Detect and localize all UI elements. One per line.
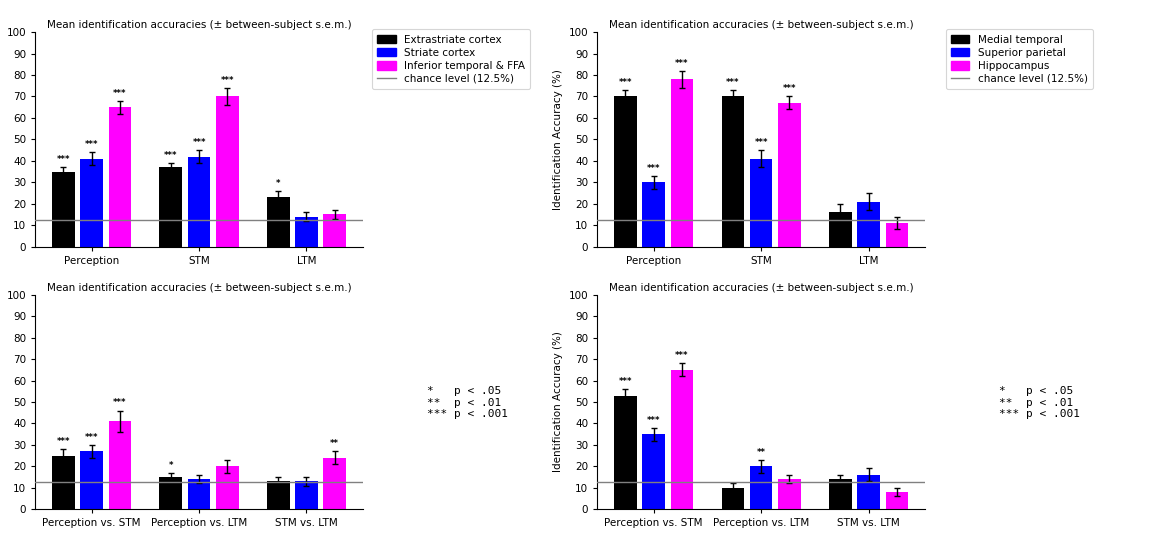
Bar [109,107,131,247]
Bar [857,475,879,509]
Text: ***: *** [85,140,98,149]
Bar [749,466,773,509]
Bar [885,492,909,509]
Text: ***: *** [676,58,689,68]
Text: ***: *** [85,433,98,442]
Text: ***: *** [114,398,126,407]
Text: ***: *** [648,415,660,425]
Bar [857,202,879,247]
Bar [323,458,347,509]
Bar [323,214,347,247]
Text: *: * [276,178,281,188]
Bar [52,456,75,509]
Bar [749,159,773,247]
Bar [52,172,75,247]
Text: ***: *** [618,78,632,87]
Bar [643,182,665,247]
Text: ***: *** [114,88,126,98]
Y-axis label: Identification Accuracy (%): Identification Accuracy (%) [553,332,563,472]
Bar [614,96,637,247]
Text: ***: *** [676,351,689,360]
Bar [215,96,239,247]
Bar [295,481,317,509]
Bar [885,223,909,247]
Bar [829,479,851,509]
Y-axis label: Identification Accuracy (%): Identification Accuracy (%) [553,69,563,210]
Bar [215,466,239,509]
Text: ***: *** [164,151,178,160]
Bar [109,421,131,509]
Bar [267,197,289,247]
Text: ***: *** [618,377,632,386]
Title: Mean identification accuracies (± between-subject s.e.m.): Mean identification accuracies (± betwee… [47,20,351,30]
Bar [159,167,183,247]
Text: ***: *** [56,437,70,446]
Bar [778,103,801,247]
Text: ***: *** [782,84,796,93]
Text: ***: *** [648,163,660,173]
Bar [81,159,103,247]
Bar [159,477,183,509]
Legend: Extrastriate cortex, Striate cortex, Inferior temporal & FFA, chance level (12.5: Extrastriate cortex, Striate cortex, Inf… [371,29,530,89]
Text: *   p < .05
**  p < .01
*** p < .001: * p < .05 ** p < .01 *** p < .001 [427,386,508,419]
Text: ***: *** [726,78,740,87]
Legend: Medial temporal, Superior parietal, Hippocampus, chance level (12.5%): Medial temporal, Superior parietal, Hipp… [945,29,1093,89]
Bar [671,79,693,247]
Bar [81,451,103,509]
Text: *   p < .05
**  p < .01
*** p < .001: * p < .05 ** p < .01 *** p < .001 [999,386,1080,419]
Text: **: ** [330,439,340,448]
Bar [829,212,851,247]
Text: ***: *** [192,138,206,147]
Text: ***: *** [754,138,768,147]
Text: ***: *** [220,76,234,85]
Bar [295,217,317,247]
Bar [187,479,211,509]
Text: **: ** [756,448,766,457]
Bar [778,479,801,509]
Bar [187,157,211,247]
Bar [267,481,289,509]
Bar [614,396,637,509]
Text: ***: *** [56,155,70,164]
Text: *: * [169,460,173,470]
Bar [721,96,745,247]
Title: Mean identification accuracies (± between-subject s.e.m.): Mean identification accuracies (± betwee… [609,282,913,293]
Bar [643,434,665,509]
Bar [721,488,745,509]
Title: Mean identification accuracies (± between-subject s.e.m.): Mean identification accuracies (± betwee… [47,282,351,293]
Bar [671,370,693,509]
Title: Mean identification accuracies (± between-subject s.e.m.): Mean identification accuracies (± betwee… [609,20,913,30]
